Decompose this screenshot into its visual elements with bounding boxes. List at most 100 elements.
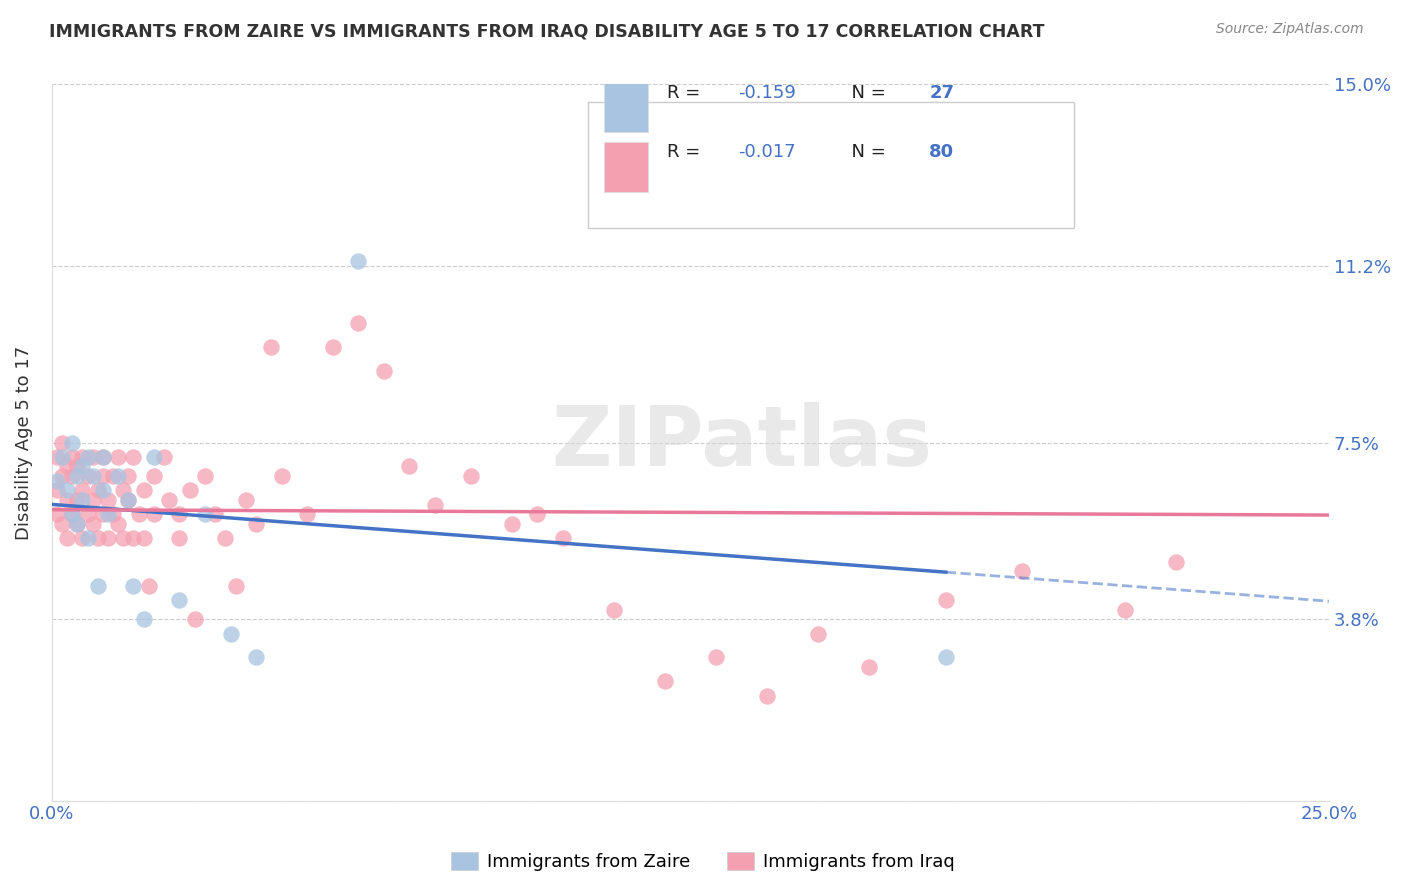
Point [122,531,145,545]
Y-axis label: Disability Age 5 to 17: Disability Age 5 to 17 [15,345,32,540]
Point [423,498,446,512]
Text: -0.159: -0.159 [738,84,796,102]
Point [756,689,779,703]
Text: N =: N = [839,144,891,161]
Point [132,612,155,626]
Point [87,579,110,593]
Point [704,650,727,665]
Point [51,450,73,464]
Point [45,483,67,498]
Point [1114,602,1136,616]
Point [526,507,548,521]
Point [87,483,110,498]
Point [654,674,676,689]
Point [858,660,880,674]
Point [51,516,73,531]
Point [76,450,98,464]
Point [184,612,207,626]
Point [51,435,73,450]
Point [107,450,129,464]
Point [169,593,191,607]
Text: IMMIGRANTS FROM ZAIRE VS IMMIGRANTS FROM IRAQ DISABILITY AGE 5 TO 17 CORRELATION: IMMIGRANTS FROM ZAIRE VS IMMIGRANTS FROM… [49,22,1045,40]
Point [935,650,957,665]
Point [66,516,89,531]
FancyBboxPatch shape [603,142,648,192]
Point [91,507,114,521]
Point [82,492,104,507]
Point [460,469,482,483]
Text: 27: 27 [929,84,955,102]
Point [60,469,83,483]
Point [225,579,247,593]
Point [551,531,574,545]
Point [132,483,155,498]
Point [219,626,242,640]
Point [76,507,98,521]
Point [76,531,98,545]
Point [107,469,129,483]
Point [91,450,114,464]
Point [169,507,191,521]
Point [60,450,83,464]
Point [138,579,160,593]
Point [91,469,114,483]
Point [112,531,135,545]
Point [142,469,165,483]
Point [322,340,344,354]
Point [807,626,830,640]
Text: -0.017: -0.017 [738,144,796,161]
Point [235,492,257,507]
Point [194,507,217,521]
Point [97,531,120,545]
Point [82,450,104,464]
Point [87,531,110,545]
Point [97,492,120,507]
Point [56,531,79,545]
Text: R =: R = [668,144,706,161]
Point [45,507,67,521]
Point [117,492,139,507]
Point [153,450,176,464]
Point [82,516,104,531]
Point [112,483,135,498]
Point [72,483,94,498]
Point [56,459,79,474]
Text: R =: R = [668,84,706,102]
Point [245,516,267,531]
Point [128,507,150,521]
Point [56,483,79,498]
Point [1011,565,1033,579]
Point [295,507,318,521]
Point [169,531,191,545]
Point [72,492,94,507]
Point [214,531,236,545]
Point [60,507,83,521]
Point [1164,555,1187,569]
Point [72,531,94,545]
Legend: Immigrants from Zaire, Immigrants from Iraq: Immigrants from Zaire, Immigrants from I… [444,845,962,879]
Point [66,469,89,483]
Point [260,340,283,354]
Text: N =: N = [839,84,891,102]
Point [935,593,957,607]
Point [66,459,89,474]
Point [101,507,124,521]
Point [122,579,145,593]
Point [398,459,420,474]
Point [91,483,114,498]
Point [270,469,292,483]
FancyBboxPatch shape [588,103,1074,227]
Point [603,602,626,616]
Point [101,469,124,483]
FancyBboxPatch shape [603,82,648,132]
Point [179,483,201,498]
Point [91,450,114,464]
Point [373,364,395,378]
Point [66,516,89,531]
Point [501,516,523,531]
Text: 80: 80 [929,144,955,161]
Point [157,492,180,507]
Point [45,450,67,464]
Point [56,492,79,507]
Point [142,450,165,464]
